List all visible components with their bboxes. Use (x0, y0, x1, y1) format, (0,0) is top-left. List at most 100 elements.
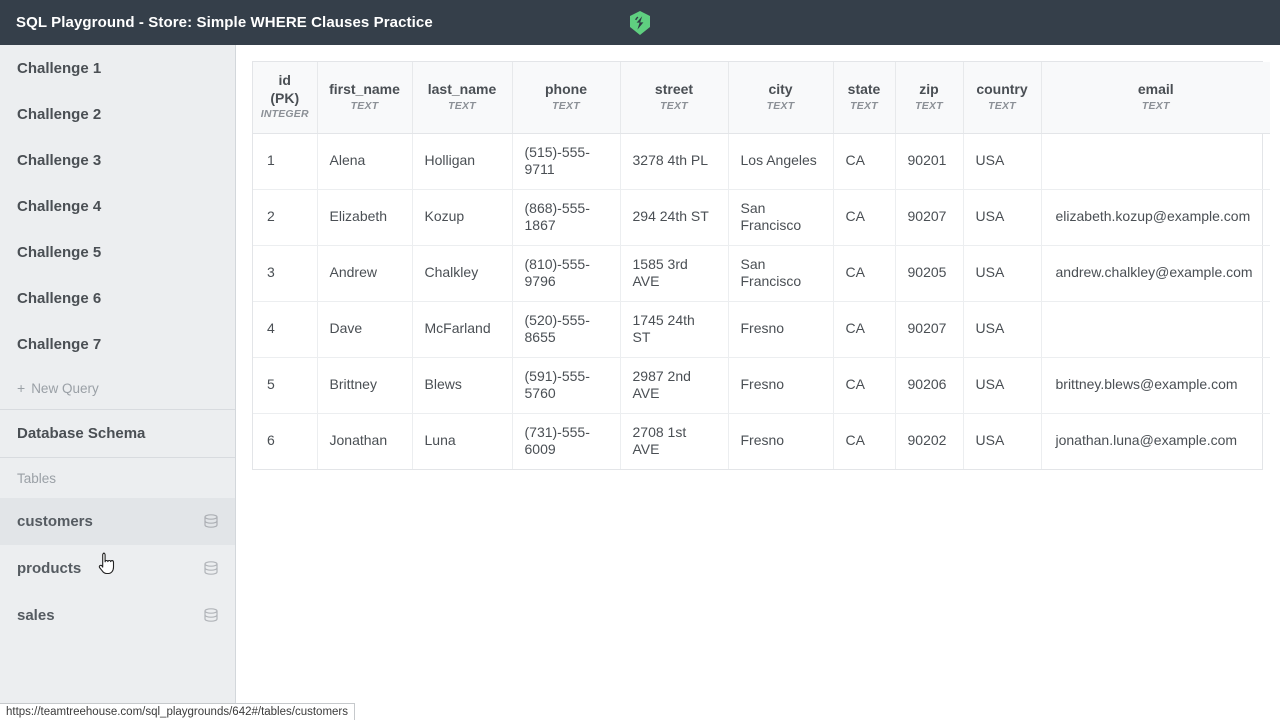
sidebar-item-challenge-3[interactable]: Challenge 3 (0, 137, 235, 183)
challenge-label: Challenge 5 (17, 243, 102, 261)
column-header-email[interactable]: email TEXT (1041, 62, 1270, 134)
cell-phone: (810)-555-9796 (512, 245, 621, 302)
column-header-country[interactable]: country TEXT (963, 62, 1042, 134)
column-name: street (654, 81, 694, 98)
customers-table: id (PK) INTEGER first_name TEXT last_nam… (253, 62, 1270, 469)
column-type: TEXT (660, 99, 688, 112)
cell-last-name: Chalkley (412, 245, 513, 302)
cell-email (1041, 301, 1270, 358)
cell-street: 1585 3rd AVE (620, 245, 729, 302)
main-content: id (PK) INTEGER first_name TEXT last_nam… (236, 45, 1280, 720)
sidebar-item-challenge-4[interactable]: Challenge 4 (0, 183, 235, 229)
cell-city: San Francisco (728, 245, 834, 302)
cell-email: andrew.chalkley@example.com (1041, 245, 1270, 302)
column-header-id[interactable]: id (PK) INTEGER (253, 62, 318, 134)
table-row[interactable]: 2 Elizabeth Kozup (868)-555-1867 294 24t… (253, 189, 1270, 246)
cell-id: 3 (253, 245, 318, 302)
table-row[interactable]: 4 Dave McFarland (520)-555-8655 1745 24t… (253, 301, 1270, 358)
cell-street: 1745 24th ST (620, 301, 729, 358)
cell-country: USA (963, 245, 1042, 302)
cell-id: 2 (253, 189, 318, 246)
cell-zip: 90205 (895, 245, 964, 302)
column-type: TEXT (448, 99, 476, 112)
database-icon (204, 513, 218, 530)
column-type: TEXT (850, 99, 878, 112)
sidebar-item-challenge-7[interactable]: Challenge 7 (0, 321, 235, 367)
cell-first-name: Andrew (317, 245, 413, 302)
column-name: email (1137, 81, 1174, 98)
column-type: TEXT (350, 99, 379, 112)
column-header-city[interactable]: city TEXT (728, 62, 834, 134)
cell-email: brittney.blews@example.com (1041, 357, 1270, 414)
sidebar-item-sales[interactable]: sales (0, 592, 235, 639)
cell-last-name: Luna (412, 413, 513, 469)
cell-zip: 90207 (895, 301, 964, 358)
challenge-label: Challenge 1 (17, 59, 102, 77)
column-header-last-name[interactable]: last_name TEXT (412, 62, 513, 134)
new-query-button[interactable]: + New Query (0, 367, 235, 409)
sidebar-item-products[interactable]: products (0, 545, 235, 592)
cell-state: CA (833, 189, 896, 246)
tables-label-text: Tables (17, 470, 57, 486)
new-query-label: New Query (31, 380, 99, 396)
cell-city: Fresno (728, 357, 834, 414)
column-type: TEXT (915, 99, 943, 112)
status-bar-url: https://teamtreehouse.com/sql_playground… (0, 703, 355, 720)
database-schema-label: Database Schema (17, 425, 146, 442)
cell-zip: 90201 (895, 133, 964, 190)
cell-city: Fresno (728, 301, 834, 358)
cell-zip: 90202 (895, 413, 964, 469)
challenge-label: Challenge 6 (17, 289, 102, 307)
sidebar-item-challenge-6[interactable]: Challenge 6 (0, 275, 235, 321)
sidebar-item-challenge-2[interactable]: Challenge 2 (0, 91, 235, 137)
column-header-phone[interactable]: phone TEXT (512, 62, 621, 134)
cell-city: Fresno (728, 413, 834, 469)
table-name-label: products (17, 560, 82, 577)
cell-city: Los Angeles (728, 133, 834, 190)
table-body: 1 Alena Holligan (515)-555-9711 3278 4th… (253, 133, 1270, 469)
cell-phone: (515)-555-9711 (512, 133, 621, 190)
cell-city: San Francisco (728, 189, 834, 246)
column-header-state[interactable]: state TEXT (833, 62, 896, 134)
column-name: first_name (329, 81, 400, 98)
cell-last-name: Kozup (412, 189, 513, 246)
table-row[interactable]: 3 Andrew Chalkley (810)-555-9796 1585 3r… (253, 245, 1270, 302)
sidebar-item-challenge-5[interactable]: Challenge 5 (0, 229, 235, 275)
cell-zip: 90206 (895, 357, 964, 414)
cell-country: USA (963, 189, 1042, 246)
column-header-zip[interactable]: zip TEXT (895, 62, 964, 134)
table-row[interactable]: 6 Jonathan Luna (731)-555-6009 2708 1st … (253, 413, 1270, 469)
table-row[interactable]: 1 Alena Holligan (515)-555-9711 3278 4th… (253, 133, 1270, 190)
column-type: INTEGER (260, 108, 309, 121)
cell-phone: (520)-555-8655 (512, 301, 621, 358)
cell-last-name: McFarland (412, 301, 513, 358)
table-name-label: customers (17, 513, 93, 530)
cell-street: 3278 4th PL (620, 133, 729, 190)
column-header-first-name[interactable]: first_name TEXT (317, 62, 413, 134)
database-icon (204, 560, 218, 577)
cell-email: elizabeth.kozup@example.com (1041, 189, 1270, 246)
column-name: city (768, 81, 793, 98)
table-row[interactable]: 5 Brittney Blews (591)-555-5760 2987 2nd… (253, 357, 1270, 414)
challenge-label: Challenge 3 (17, 151, 102, 169)
cell-last-name: Blews (412, 357, 513, 414)
cell-state: CA (833, 245, 896, 302)
cell-street: 2708 1st AVE (620, 413, 729, 469)
cell-state: CA (833, 413, 896, 469)
cell-first-name: Dave (317, 301, 413, 358)
column-name: id (278, 72, 291, 89)
cell-country: USA (963, 413, 1042, 469)
column-header-street[interactable]: street TEXT (620, 62, 729, 134)
cell-zip: 90207 (895, 189, 964, 246)
cell-first-name: Alena (317, 133, 413, 190)
table-name-label: sales (17, 607, 55, 624)
sidebar-item-customers[interactable]: customers (0, 498, 235, 545)
cell-id: 5 (253, 357, 318, 414)
table-header-row: id (PK) INTEGER first_name TEXT last_nam… (253, 62, 1270, 134)
plus-icon: + (17, 380, 26, 396)
cell-street: 2987 2nd AVE (620, 357, 729, 414)
column-name-pk: (PK) (270, 89, 300, 106)
cell-first-name: Brittney (317, 357, 413, 414)
sidebar-item-challenge-1[interactable]: Challenge 1 (0, 45, 235, 91)
cell-first-name: Jonathan (317, 413, 413, 469)
